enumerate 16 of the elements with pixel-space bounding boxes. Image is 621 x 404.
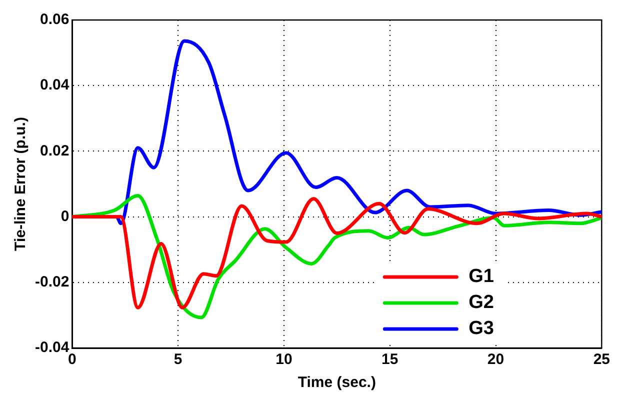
- y-tick-label: 0: [60, 208, 70, 225]
- x-tick-label: 5: [174, 351, 182, 368]
- y-tick-label: -0.04: [34, 339, 70, 356]
- legend-label: G3: [468, 318, 494, 340]
- y-tick-label: 0.06: [40, 11, 70, 28]
- legend-label: G2: [468, 292, 494, 314]
- x-tick-label: 10: [276, 351, 292, 368]
- x-axis-title: Time (sec.): [298, 374, 376, 392]
- y-tick-label: 0.02: [40, 142, 70, 160]
- y-tick-label: 0.04: [40, 76, 70, 94]
- x-tick-label: 15: [382, 351, 398, 368]
- legend-label: G1: [468, 266, 494, 288]
- x-tick-label: 25: [593, 351, 610, 368]
- y-tick-label: -0.02: [34, 274, 70, 291]
- y-axis-title: Tie-line Error (p.u.): [12, 117, 30, 251]
- x-tick-label: 20: [487, 351, 504, 368]
